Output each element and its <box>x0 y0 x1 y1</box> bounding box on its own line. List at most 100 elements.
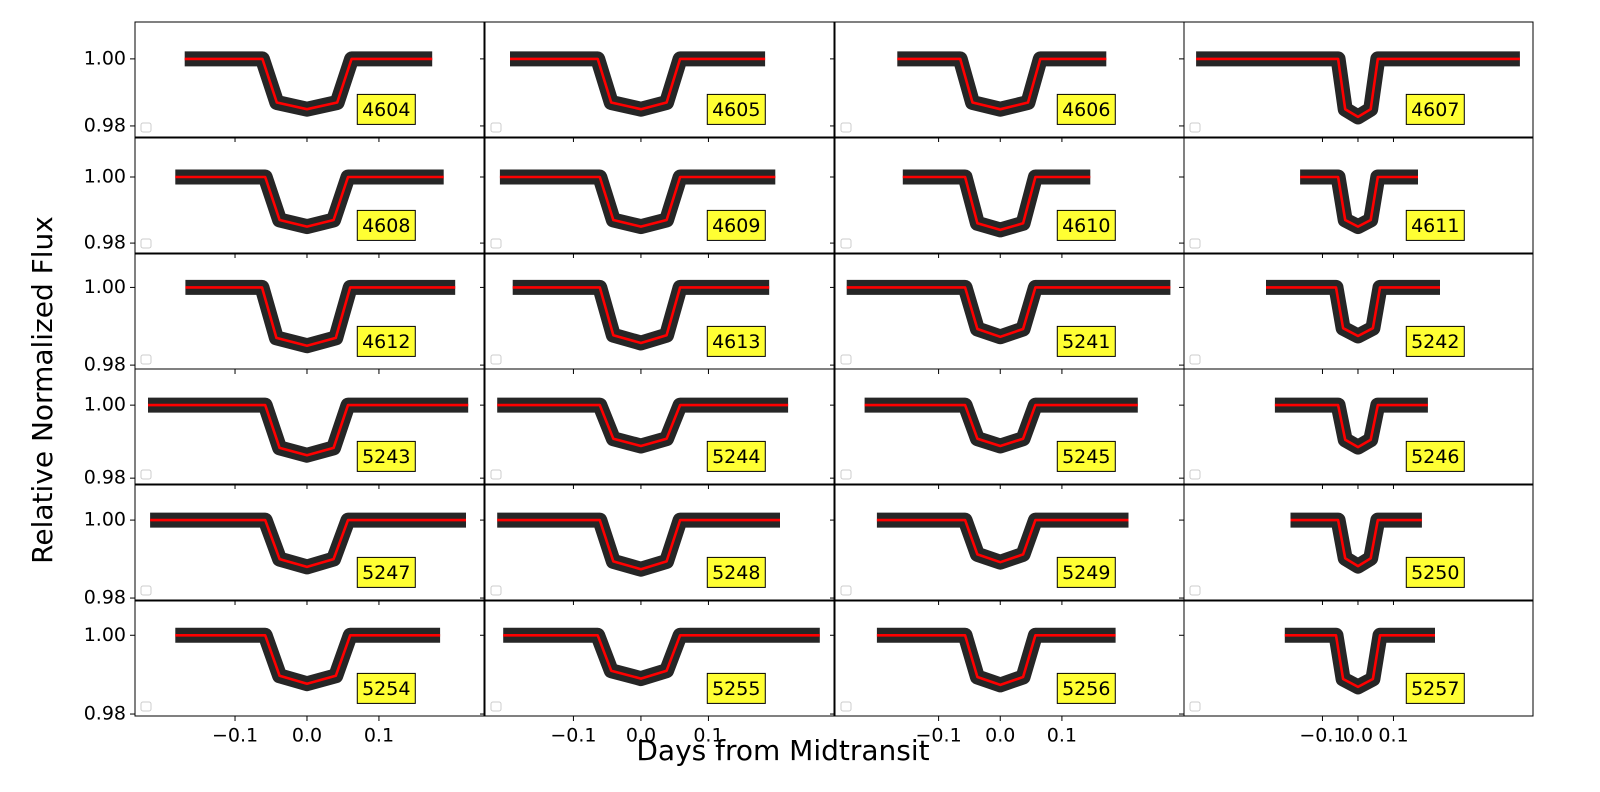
panel-label-box <box>706 325 766 357</box>
panel <box>175 627 441 692</box>
panel-label-box <box>706 209 766 241</box>
y-tick-label: 1.00 <box>84 165 126 187</box>
y-tick-label: 1.00 <box>84 509 126 531</box>
panel-frame <box>484 600 835 717</box>
legend-box <box>1189 469 1201 480</box>
panel-label: 4611 <box>1411 215 1459 237</box>
legend-box <box>140 122 152 133</box>
panel-frame <box>134 484 485 601</box>
panel <box>150 512 466 575</box>
panel <box>1266 279 1440 344</box>
legend-box <box>1189 354 1201 365</box>
model-line <box>1196 57 1520 119</box>
model-line <box>1290 518 1422 568</box>
y-tick-label: 0.98 <box>84 354 126 376</box>
panel <box>503 627 820 687</box>
panel-label-box <box>706 440 766 472</box>
y-tick-label: 1.00 <box>84 624 126 646</box>
panel-label: 5242 <box>1411 331 1459 353</box>
model-line <box>510 57 766 111</box>
y-tick-label: 0.98 <box>84 232 126 254</box>
panel-frame <box>484 21 835 138</box>
panel-label: 4612 <box>362 331 410 353</box>
legend-box <box>1189 585 1201 596</box>
legend-box <box>840 238 852 249</box>
y-tick-label: 0.98 <box>84 703 126 725</box>
x-tick-label: 0.0 <box>626 725 656 747</box>
panel-label-box <box>1405 556 1465 588</box>
panel-label-box <box>356 440 416 472</box>
panel-frame <box>1183 21 1534 138</box>
panel-label: 5256 <box>1062 678 1110 700</box>
x-axis-label: Days from Midtransit <box>636 734 929 767</box>
panel-label: 5245 <box>1062 446 1110 468</box>
panel-label-box <box>1405 93 1465 125</box>
legend-box <box>490 585 502 596</box>
x-tick-label: 0.1 <box>693 725 723 747</box>
panel-label: 5247 <box>362 562 410 584</box>
x-tick-label: −0.1 <box>916 725 962 747</box>
panel <box>175 169 444 235</box>
flux-points <box>150 512 466 575</box>
x-tick-label: 0.0 <box>292 725 322 747</box>
legend-box <box>490 354 502 365</box>
panel-frame <box>484 484 835 601</box>
panel <box>1274 397 1428 455</box>
panel <box>897 51 1107 117</box>
legend-box <box>140 469 152 480</box>
legend-box <box>490 469 502 480</box>
panel-frame <box>834 484 1185 601</box>
flux-points <box>864 397 1138 454</box>
panel-frame <box>1183 253 1534 370</box>
panel-label: 4605 <box>712 99 760 121</box>
y-tick-label: 0.98 <box>84 114 126 136</box>
y-tick-label: 1.00 <box>84 394 126 416</box>
panel-label: 5250 <box>1411 562 1459 584</box>
model-line <box>499 175 776 228</box>
model-line <box>864 403 1138 448</box>
model-line <box>1284 634 1435 689</box>
model-line <box>1274 403 1428 449</box>
panel-label: 4604 <box>362 99 410 121</box>
legend-box <box>140 354 152 365</box>
x-tick-label: −0.1 <box>550 725 596 747</box>
y-tick-label: 0.98 <box>84 467 126 489</box>
legend-box <box>840 585 852 596</box>
model-line <box>175 175 444 228</box>
panel-frame <box>484 368 835 485</box>
panel <box>184 51 433 117</box>
model-line <box>902 175 1091 232</box>
panel <box>1290 512 1422 574</box>
legend-box <box>840 701 852 712</box>
legend-box <box>840 122 852 133</box>
legend-box <box>490 238 502 249</box>
panel-frame <box>834 137 1185 254</box>
panel-label-box <box>1056 556 1116 588</box>
legend-box <box>140 701 152 712</box>
x-tick-label: −0.1 <box>1299 725 1345 747</box>
panel <box>497 397 789 454</box>
x-tick-label: 0.1 <box>1378 725 1408 747</box>
x-tick-label: 0.1 <box>364 725 394 747</box>
x-tick-label: 0.1 <box>1047 725 1077 747</box>
flux-points <box>1274 397 1428 455</box>
panel-label: 5248 <box>712 562 760 584</box>
panel-label-box <box>356 672 416 704</box>
legend-box <box>1189 122 1201 133</box>
panel-label: 5257 <box>1411 678 1459 700</box>
model-line <box>503 634 820 680</box>
legend-box <box>490 701 502 712</box>
panel <box>1196 51 1520 125</box>
legend-box <box>490 122 502 133</box>
panel-frame <box>134 600 485 717</box>
x-tick-label: 0.0 <box>1343 725 1373 747</box>
panel-frame <box>484 137 835 254</box>
model-line <box>1300 175 1418 228</box>
x-tick-label: −0.1 <box>212 725 258 747</box>
panel-label: 5249 <box>1062 562 1110 584</box>
model-line <box>897 57 1107 111</box>
panel-label-box <box>1405 325 1465 357</box>
flux-points <box>497 397 789 454</box>
flux-points <box>846 279 1171 345</box>
